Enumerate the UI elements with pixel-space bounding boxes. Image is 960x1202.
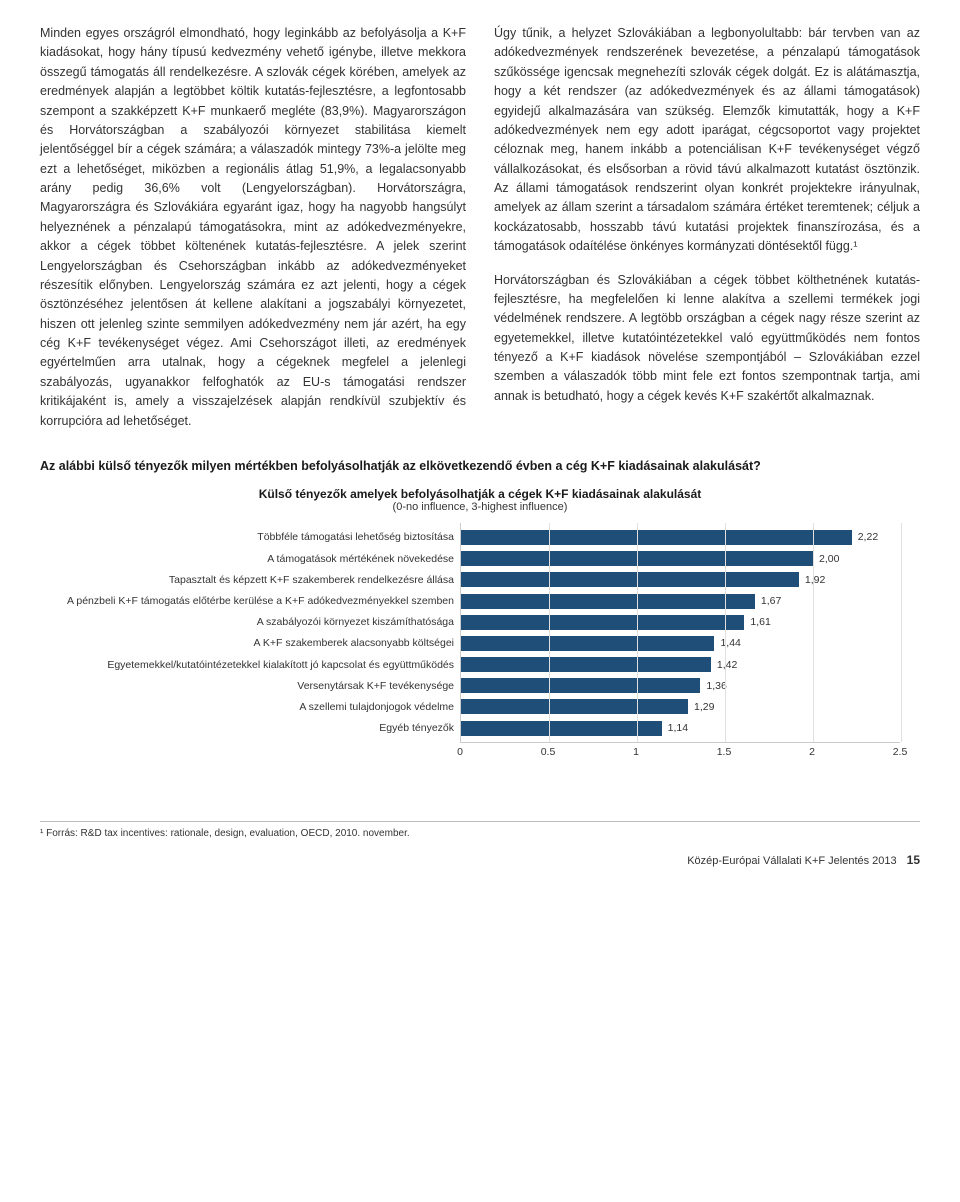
chart-category-label: A K+F szakemberek alacsonyabb költségei: [60, 633, 460, 654]
chart-y-labels: Többféle támogatási lehetőség biztosítás…: [60, 523, 460, 743]
footnote: ¹ Forrás: R&D tax incentives: rationale,…: [40, 828, 920, 839]
chart-category-label: A támogatások mértékének növekedése: [60, 548, 460, 569]
chart-title-block: Külső tényezők amelyek befolyásolhatják …: [40, 487, 920, 513]
chart-category-label: A szellemi tulajdonjogok védelme: [60, 696, 460, 717]
chart-bar-value: 2,22: [858, 531, 878, 543]
chart-bar-value: 1,42: [717, 659, 737, 671]
chart-category-label: Tapasztalt és képzett K+F szakemberek re…: [60, 569, 460, 590]
chart-bar-value: 2,00: [819, 553, 839, 565]
body-columns: Minden egyes országról elmondható, hogy …: [40, 24, 920, 431]
chart-category-label: A szabályozói környezet kiszámíthatósága: [60, 612, 460, 633]
chart-category-label: Versenytársak K+F tevékenysége: [60, 675, 460, 696]
footer-title: Közép-Európai Vállalati K+F Jelentés 201…: [687, 855, 896, 867]
chart-bar-value: 1,36: [706, 680, 726, 692]
chart-x-tick: 1.5: [717, 746, 732, 758]
page-footer: Közép-Európai Vállalati K+F Jelentés 201…: [40, 853, 920, 867]
chart-bar: [461, 615, 744, 630]
chart-bar: [461, 594, 755, 609]
chart-bar: [461, 721, 662, 736]
chart-category-label: Egyetemekkel/kutatóintézetekkel kialakít…: [60, 654, 460, 675]
bar-chart: Többféle támogatási lehetőség biztosítás…: [40, 523, 920, 761]
chart-bar-value: 1,44: [720, 637, 740, 649]
chart-bar: [461, 636, 714, 651]
chart-subtitle: (0-no influence, 3-highest influence): [40, 501, 920, 513]
chart-x-tick: 2.5: [893, 746, 908, 758]
chart-bar: [461, 530, 852, 545]
chart-bar: [461, 678, 700, 693]
chart-category-label: A pénzbeli K+F támogatás előtérbe kerülé…: [60, 590, 460, 611]
chart-bar-value: 1,14: [668, 722, 688, 734]
right-column: Úgy tűnik, a helyzet Szlovákiában a legb…: [494, 24, 920, 431]
chart-category-label: Többféle támogatási lehetőség biztosítás…: [60, 527, 460, 548]
footer-page-number: 15: [907, 853, 920, 867]
chart-x-tick: 1: [633, 746, 639, 758]
chart-bar-value: 1,61: [750, 616, 770, 628]
chart-title: Külső tényezők amelyek befolyásolhatják …: [40, 487, 920, 501]
chart-bar-value: 1,67: [761, 595, 781, 607]
chart-category-label: Egyéb tényezők: [60, 718, 460, 739]
footnote-rule: [40, 821, 920, 822]
chart-x-tick: 2: [809, 746, 815, 758]
chart-bar: [461, 699, 688, 714]
chart-question: Az alábbi külső tényezők milyen mértékbe…: [40, 459, 920, 473]
chart-plot-area: 2,22 2,00 1,92 1,67 1,61 1,44 1,42 1,36 1,29 1,14: [460, 523, 900, 743]
chart-bar: [461, 572, 799, 587]
left-column: Minden egyes országról elmondható, hogy …: [40, 24, 466, 431]
chart-bar-value: 1,92: [805, 574, 825, 586]
chart-x-tick: 0: [457, 746, 463, 758]
chart-bar: [461, 657, 711, 672]
chart-bar-value: 1,29: [694, 701, 714, 713]
chart-x-tick: 0.5: [541, 746, 556, 758]
chart-x-axis: 00.511.522.5: [460, 743, 900, 761]
